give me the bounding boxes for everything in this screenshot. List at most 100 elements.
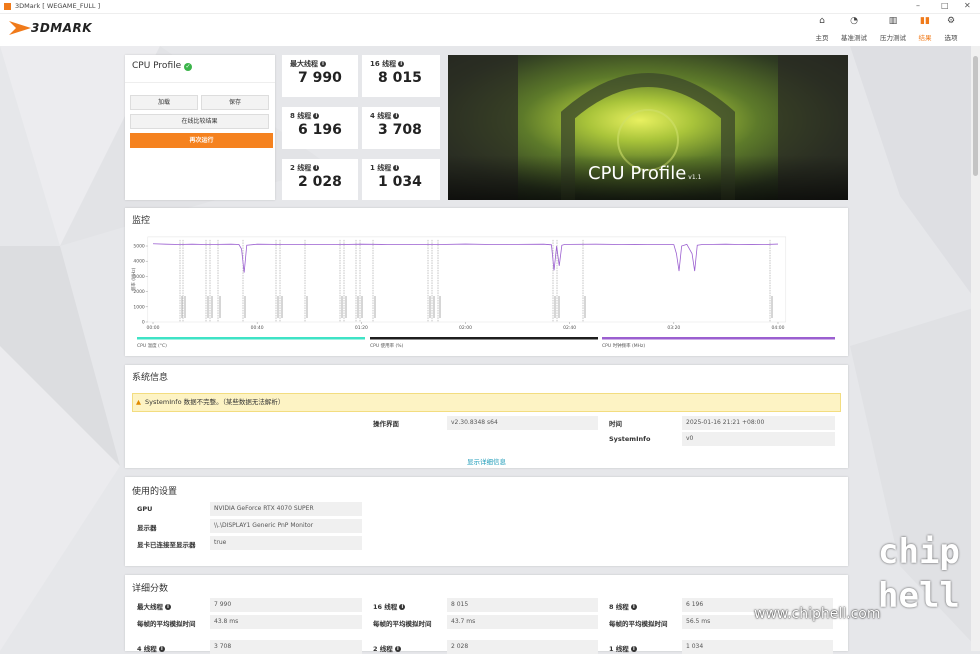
nav-item[interactable]: 主页 <box>815 34 829 42</box>
close-button[interactable]: ✕ <box>964 1 971 10</box>
detail-value: 43.7 ms <box>447 615 598 629</box>
logo-text: 3DMARK <box>31 21 93 35</box>
phase-marker-label <box>341 296 343 318</box>
monitor-chart: 0 1000 2000 3000 4000 5000 00:00 00:40 01:20 02:0… <box>130 236 835 349</box>
legend-label: CPU 温度 (°C) <box>137 342 167 349</box>
detail-label: 每帧的平均模拟时间 <box>609 618 668 628</box>
details-panel: 详细分数 最大线程 i 7 990 16 线程 i 8 015 8 线程 i 6 196 每帧的平… <box>125 575 848 654</box>
phase-marker-label <box>439 296 441 318</box>
x-tick-label: 02:00 <box>459 325 472 331</box>
setting-value: NVIDIA GeForce RTX 4070 SUPER <box>210 502 362 516</box>
setting-value: \\.\DISPLAY1 Generic PnP Monitor <box>210 519 362 533</box>
hero-version: v1.1 <box>688 174 702 181</box>
logo-mark <box>9 21 31 35</box>
settings-title: 使用的设置 <box>132 487 178 497</box>
score-value: 6 196 <box>298 122 342 138</box>
nav-item[interactable]: 压力测试 <box>880 34 906 42</box>
info-label: 操作界面 <box>373 420 399 428</box>
detail-value: 6 196 <box>682 598 833 612</box>
detail-label-text: 8 线程 <box>609 603 629 611</box>
detail-label: 2 线程 i <box>373 643 401 653</box>
score-card: 4 线程 i 3 708 <box>362 107 440 149</box>
phase-marker-label <box>433 296 435 318</box>
detail-label-text: 1 线程 <box>609 645 629 653</box>
y-tick-label: 2000 <box>133 289 145 295</box>
details-title: 详细分数 <box>132 584 169 594</box>
load-button[interactable]: 加载 <box>130 95 198 110</box>
score-card: 1 线程 i 1 034 <box>362 159 440 200</box>
score-label: 1 线程 i <box>370 163 400 173</box>
hero-art <box>448 55 848 200</box>
setting-label: GPU <box>137 505 153 513</box>
score-card: 16 线程 i 8 015 <box>362 55 440 97</box>
legend-label: CPU 时钟频率 (MHz) <box>602 342 645 349</box>
phase-marker-label <box>281 296 283 318</box>
profile-title: CPU Profile ✓ <box>132 61 193 71</box>
info-icon: i <box>399 604 406 610</box>
phase-marker-label <box>219 296 221 318</box>
y-tick-label: 0 <box>142 320 145 326</box>
info-label: SystemInfo <box>609 435 651 443</box>
nav-icon[interactable]: ⌂ <box>819 16 825 26</box>
save-button[interactable]: 保存 <box>201 95 269 110</box>
score-card: 2 线程 i 2 028 <box>282 159 358 200</box>
detail-label: 最大线程 i <box>137 601 171 611</box>
score-label-text: 2 线程 <box>290 164 312 172</box>
info-icon: i <box>394 646 401 652</box>
score-value: 1 034 <box>378 174 422 190</box>
setting-value: true <box>210 536 362 550</box>
detail-label: 16 线程 i <box>373 601 406 611</box>
nav-icon[interactable]: ▮▮ <box>920 16 930 26</box>
info-value: 2025-01-16 21:21 +08:00 <box>682 416 835 430</box>
y-tick-label: 1000 <box>133 304 145 310</box>
detail-label: 8 线程 i <box>609 601 637 611</box>
detail-label-text: 每帧的平均模拟时间 <box>373 620 432 628</box>
scrollbar[interactable] <box>971 46 980 651</box>
nav-item[interactable]: 选项 <box>944 34 958 42</box>
monitor-panel: 监控 0 1000 2000 3000 4000 5000 00:00 00:40 01:20 0… <box>125 208 848 356</box>
nav-item[interactable]: 结果 <box>918 34 932 42</box>
detail-value: 7 990 <box>210 598 362 612</box>
setting-label: 显示器 <box>137 524 157 532</box>
score-label-text: 1 线程 <box>370 164 392 172</box>
score-label-text: 最大线程 <box>290 60 318 68</box>
phase-marker-label <box>244 296 246 318</box>
legend-swatch <box>137 337 365 340</box>
nav-icon[interactable]: ⚙ <box>946 16 956 26</box>
minimize-button[interactable]: – <box>916 1 920 10</box>
show-details-link[interactable]: 显示详细信息 <box>467 458 506 466</box>
nav-icon[interactable]: ▥ <box>888 16 898 26</box>
phase-marker-label <box>429 296 431 318</box>
warning-icon: ▲ <box>136 398 141 406</box>
title-bar: 3DMark [ WEGAME_FULL ] – □ ✕ <box>0 0 980 14</box>
maximize-button[interactable]: □ <box>941 1 949 10</box>
compare-online-button[interactable]: 在线比较结果 <box>130 114 269 129</box>
nav-icon[interactable]: ◔ <box>850 16 858 26</box>
watermark-logo-bottom: hell <box>878 576 960 616</box>
warning-bar: ▲ SystemInfo 数据不完整。（某些数据无法解析） <box>132 393 841 412</box>
phase-marker-label <box>584 296 586 318</box>
run-again-button[interactable]: 再次运行 <box>130 133 273 148</box>
scroll-thumb[interactable] <box>973 56 978 176</box>
frequency-line <box>152 243 779 273</box>
info-label: 时间 <box>609 420 622 428</box>
info-icon: i <box>165 604 171 610</box>
score-card: 最大线程 i 7 990 <box>282 55 358 97</box>
detail-value: 56.5 ms <box>682 615 833 629</box>
phase-marker-label <box>374 296 376 318</box>
nav-item[interactable]: 基准测试 <box>841 34 867 42</box>
phase-marker-label <box>211 296 213 318</box>
phase-marker-label <box>558 296 560 318</box>
hero-image: CPU Profile v1.1 <box>448 55 848 200</box>
info-icon: i <box>158 646 165 652</box>
detail-label: 1 线程 i <box>609 643 637 653</box>
detail-label-text: 2 线程 <box>373 645 393 653</box>
x-tick-label: 04:00 <box>772 325 785 331</box>
info-icon: i <box>398 61 405 67</box>
detail-value: 43.8 ms <box>210 615 362 629</box>
phase-marker-label <box>181 296 183 318</box>
detail-label-text: 16 线程 <box>373 603 398 611</box>
y-tick-label: 5000 <box>133 244 145 250</box>
score-value: 8 015 <box>378 70 422 86</box>
